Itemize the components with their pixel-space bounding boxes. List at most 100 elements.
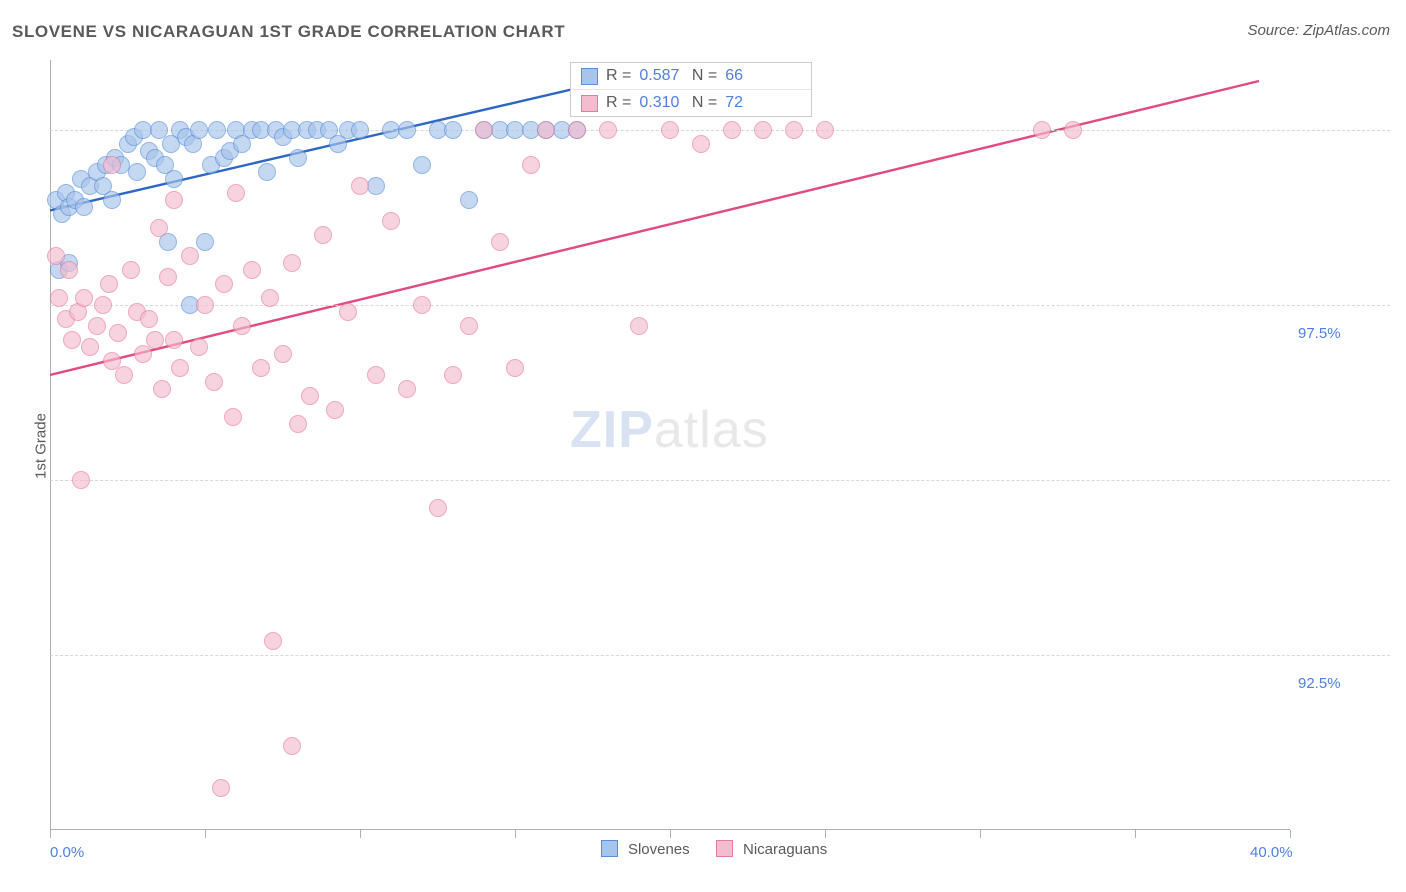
data-point [568, 121, 586, 139]
data-point [367, 366, 385, 384]
data-point [413, 296, 431, 314]
swatch-slovenes-bottom [601, 840, 618, 857]
data-point [816, 121, 834, 139]
data-point [252, 359, 270, 377]
r-label: R = [606, 67, 631, 85]
r-value-slovenes: 0.587 [639, 67, 679, 85]
n-value-nicaraguans: 72 [725, 94, 743, 112]
x-tick-label: 0.0% [50, 844, 84, 861]
data-point [75, 289, 93, 307]
data-point [723, 121, 741, 139]
y-tick-label: 97.5% [1298, 325, 1341, 342]
data-point [460, 191, 478, 209]
data-point [289, 149, 307, 167]
x-tick [360, 830, 361, 838]
legend-bottom: Slovenes Nicaraguans [0, 840, 1406, 858]
n-label: N = [687, 94, 717, 112]
data-point [506, 359, 524, 377]
data-point [60, 261, 78, 279]
data-point [444, 121, 462, 139]
data-point [100, 275, 118, 293]
chart-container: SLOVENE VS NICARAGUAN 1ST GRADE CORRELAT… [0, 0, 1406, 892]
legend-row-nicaraguans: R = 0.310 N = 72 [571, 89, 811, 116]
data-point [599, 121, 617, 139]
x-tick [1290, 830, 1291, 838]
data-point [785, 121, 803, 139]
x-tick [50, 830, 51, 838]
x-tick [825, 830, 826, 838]
data-point [190, 121, 208, 139]
data-point [351, 177, 369, 195]
data-point [243, 261, 261, 279]
y-axis-label: 1st Grade [32, 413, 49, 479]
data-point [227, 184, 245, 202]
legend-row-slovenes: R = 0.587 N = 66 [571, 63, 811, 89]
source-label: Source: ZipAtlas.com [1247, 22, 1390, 39]
data-point [196, 296, 214, 314]
legend-label-nicaraguans: Nicaraguans [743, 841, 827, 858]
r-value-nicaraguans: 0.310 [639, 94, 679, 112]
data-point [630, 317, 648, 335]
swatch-nicaraguans [581, 95, 598, 112]
data-point [283, 254, 301, 272]
data-point [75, 198, 93, 216]
data-point [165, 191, 183, 209]
y-tick-label: 92.5% [1298, 675, 1341, 692]
x-tick [205, 830, 206, 838]
data-point [258, 163, 276, 181]
data-point [398, 380, 416, 398]
data-point [491, 233, 509, 251]
data-point [339, 303, 357, 321]
legend-stats: R = 0.587 N = 66 R = 0.310 N = 72 [570, 62, 812, 117]
swatch-nicaraguans-bottom [716, 840, 733, 857]
legend-label-slovenes: Slovenes [628, 841, 690, 858]
data-point [72, 471, 90, 489]
data-point [274, 345, 292, 363]
data-point [122, 261, 140, 279]
data-point [382, 212, 400, 230]
n-value-slovenes: 66 [725, 67, 743, 85]
data-point [661, 121, 679, 139]
data-point [165, 331, 183, 349]
data-point [522, 156, 540, 174]
gridline [50, 655, 1390, 656]
data-point [1033, 121, 1051, 139]
swatch-slovenes [581, 68, 598, 85]
data-point [475, 121, 493, 139]
plot-area [50, 60, 1290, 830]
data-point [367, 177, 385, 195]
data-point [351, 121, 369, 139]
data-point [413, 156, 431, 174]
data-point [212, 779, 230, 797]
data-point [429, 499, 447, 517]
data-point [537, 121, 555, 139]
data-point [159, 268, 177, 286]
data-point [444, 366, 462, 384]
data-point [196, 233, 214, 251]
data-point [63, 331, 81, 349]
data-point [224, 408, 242, 426]
data-point [103, 191, 121, 209]
data-point [94, 296, 112, 314]
data-point [190, 338, 208, 356]
data-point [398, 121, 416, 139]
data-point [215, 275, 233, 293]
gridline [50, 480, 1390, 481]
data-point [460, 317, 478, 335]
data-point [128, 163, 146, 181]
r-label: R = [606, 94, 631, 112]
data-point [261, 289, 279, 307]
chart-title: SLOVENE VS NICARAGUAN 1ST GRADE CORRELAT… [12, 22, 565, 42]
data-point [134, 345, 152, 363]
data-point [692, 135, 710, 153]
x-tick [670, 830, 671, 838]
data-point [283, 737, 301, 755]
data-point [153, 380, 171, 398]
x-tick-label: 40.0% [1250, 844, 1293, 861]
data-point [314, 226, 332, 244]
data-point [754, 121, 772, 139]
data-point [1064, 121, 1082, 139]
data-point [103, 156, 121, 174]
data-point [289, 415, 307, 433]
data-point [88, 317, 106, 335]
